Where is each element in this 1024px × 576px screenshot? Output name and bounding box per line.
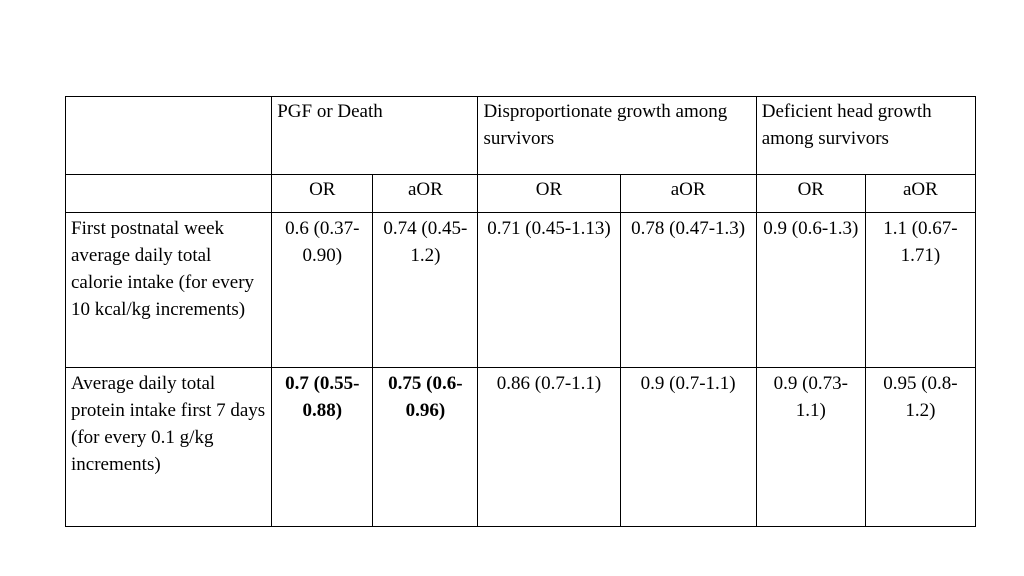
sub-header-cell: aOR: [619, 174, 757, 213]
value-cell: 0.6 (0.37-0.90): [271, 212, 374, 368]
group-header-disproportionate-growth: Disproportionate growth among survivors: [477, 96, 757, 175]
value-cell: 0.9 (0.73-1.1): [755, 367, 866, 527]
value-cell: 0.78 (0.47-1.3): [619, 212, 757, 368]
group-header-pgf-or-death: PGF or Death: [271, 96, 479, 175]
sub-header-cell: OR: [271, 174, 374, 213]
empty-label-cell: [64, 174, 273, 213]
value-cell: 0.7 (0.55-0.88): [271, 367, 374, 527]
value-cell: 1.1 (0.67-1.71): [864, 212, 977, 368]
sub-header-cell: aOR: [372, 174, 479, 213]
sub-header-row: OR aOR OR aOR OR aOR: [64, 174, 977, 213]
value-cell: 0.9 (0.6-1.3): [755, 212, 866, 368]
sub-header-cell: OR: [477, 174, 621, 213]
table-row: First postnatal week average daily total…: [64, 212, 977, 368]
sub-header-cell: OR: [755, 174, 866, 213]
value-cell: 0.71 (0.45-1.13): [477, 212, 621, 368]
group-header-row: PGF or Death Disproportionate growth amo…: [64, 96, 977, 175]
value-cell: 0.75 (0.6-0.96): [372, 367, 479, 527]
empty-corner-cell: [64, 96, 273, 175]
group-header-deficient-head-growth: Deficient head growth among survivors: [755, 96, 977, 175]
row-label-protein-intake: Average daily total protein intake first…: [64, 367, 273, 527]
table-row: Average daily total protein intake first…: [64, 367, 977, 527]
results-table: PGF or Death Disproportionate growth amo…: [64, 96, 977, 527]
value-cell: 0.74 (0.45-1.2): [372, 212, 479, 368]
value-cell: 0.9 (0.7-1.1): [619, 367, 757, 527]
value-cell: 0.86 (0.7-1.1): [477, 367, 621, 527]
sub-header-cell: aOR: [864, 174, 977, 213]
row-label-calorie-intake: First postnatal week average daily total…: [64, 212, 273, 368]
value-cell: 0.95 (0.8-1.2): [864, 367, 977, 527]
